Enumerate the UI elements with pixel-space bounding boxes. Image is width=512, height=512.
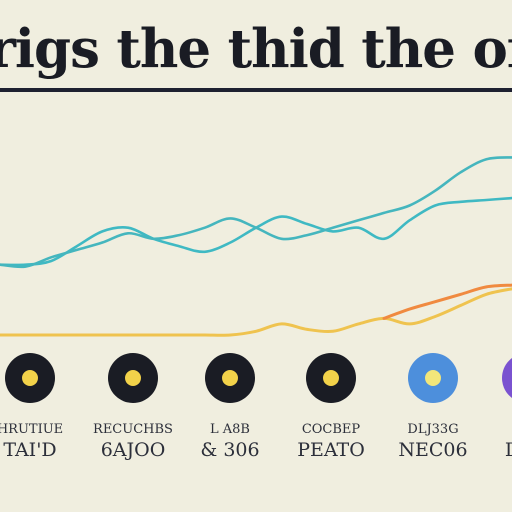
- series-2-point: [306, 234, 309, 236]
- series-3-point: [306, 328, 309, 331]
- series-3-point: [204, 334, 206, 336]
- series-3-point: [460, 304, 462, 307]
- series-1-point: [50, 260, 52, 262]
- marker-6: DEJDDE: [502, 358, 512, 461]
- series-3-point: [178, 334, 180, 336]
- series-3-point: [332, 330, 334, 333]
- series-2-point: [357, 219, 360, 222]
- marker-ring: [502, 358, 512, 398]
- series-1-point: [332, 230, 334, 233]
- series-line-3: [0, 287, 512, 337]
- marker-label-line1: HRUTIUE: [0, 422, 63, 437]
- marker-label-line2: 6AJOO: [101, 439, 166, 461]
- marker-dot: [222, 370, 238, 386]
- series-1-point: [76, 245, 78, 247]
- series-2-point: [178, 234, 180, 236]
- marker-layer: HRUTIUE TAI'D RECUCHBS 6AJOO L A8B & 306 COCBE…: [0, 353, 512, 461]
- marker-label-line1: RECUCHBS: [93, 422, 173, 437]
- marker-5: DLJ33G NEC06: [398, 353, 468, 461]
- series-2-point: [101, 241, 104, 244]
- series-3-point: [24, 334, 27, 336]
- series-3-point: [485, 293, 488, 296]
- marker-label-line2: & 306: [200, 439, 259, 461]
- marker-label-line1: DLJ33G: [407, 422, 458, 437]
- marker-dot: [323, 370, 339, 386]
- series-2-point: [460, 171, 462, 173]
- series-1-point: [357, 226, 360, 229]
- series-2-point: [332, 226, 334, 229]
- series-1-point: [408, 219, 411, 222]
- marker-4: COCBEP PEATO: [297, 353, 365, 461]
- chart-title: rigs the thid the of Instügg: [0, 18, 512, 80]
- series-3-point: [408, 323, 411, 325]
- series-1-point: [101, 230, 104, 233]
- marker-label-line1: COCBEP: [302, 422, 361, 437]
- series-2-point: [229, 217, 232, 220]
- series-2-point: [204, 226, 206, 229]
- series-4-point: [460, 293, 462, 296]
- marker-label-line2: NEC06: [398, 439, 467, 461]
- marker-2: RECUCHBS 6AJOO: [93, 353, 173, 461]
- series-1-point: [383, 238, 385, 240]
- marker-3: L A8B & 306: [200, 353, 260, 461]
- series-3-point: [76, 334, 78, 336]
- series-2-point: [127, 232, 129, 235]
- marker-label-line2: TAI'D: [3, 439, 56, 461]
- series-3-point: [127, 334, 129, 336]
- series-2-point: [408, 204, 411, 207]
- series-3-point: [229, 334, 232, 336]
- marker-label-line2: PEATO: [297, 439, 365, 461]
- series-1-point: [280, 215, 283, 218]
- series-1-point: [229, 241, 232, 244]
- series-4-point: [408, 308, 411, 310]
- series-2-point: [383, 212, 385, 214]
- series-1-point: [434, 204, 437, 207]
- series-2-point: [255, 226, 257, 229]
- series-3-point: [101, 334, 104, 336]
- series-2-point: [434, 189, 437, 192]
- series-1-point: [485, 199, 488, 201]
- series-2-point: [24, 265, 27, 268]
- series-3-point: [255, 330, 257, 333]
- series-2-point: [50, 256, 52, 259]
- series-1-point: [127, 226, 129, 229]
- series-3-point: [280, 323, 283, 325]
- series-4-point: [383, 317, 385, 320]
- series-3-point: [357, 323, 360, 325]
- series-2-point: [76, 249, 78, 251]
- series-3-point: [434, 315, 437, 318]
- series-1-point: [460, 201, 462, 203]
- series-3-point: [152, 334, 155, 336]
- title-divider-bar: [0, 88, 512, 92]
- marker-dot: [22, 370, 38, 386]
- series-2-point: [485, 158, 488, 161]
- series-3-point: [50, 334, 52, 336]
- marker-label-line1: L A8B: [210, 422, 250, 437]
- series-4-point: [485, 286, 488, 288]
- series-layer: [0, 156, 512, 337]
- series-3-point: [0, 334, 1, 336]
- marker-dot: [425, 370, 441, 386]
- marker-label-line2: DDE: [505, 439, 512, 461]
- series-2-point: [0, 263, 1, 266]
- series-2-point: [280, 238, 283, 240]
- series-4-point: [434, 300, 437, 303]
- marker-1: HRUTIUE TAI'D: [0, 353, 63, 461]
- series-2-point: [152, 238, 155, 240]
- series-1-point: [178, 245, 180, 247]
- series-line-4: [382, 283, 512, 320]
- series-line-1: [0, 196, 512, 267]
- marker-dot: [125, 370, 141, 386]
- series-1-point: [204, 251, 206, 253]
- series-1-point: [24, 263, 27, 266]
- series-1-point: [306, 223, 309, 225]
